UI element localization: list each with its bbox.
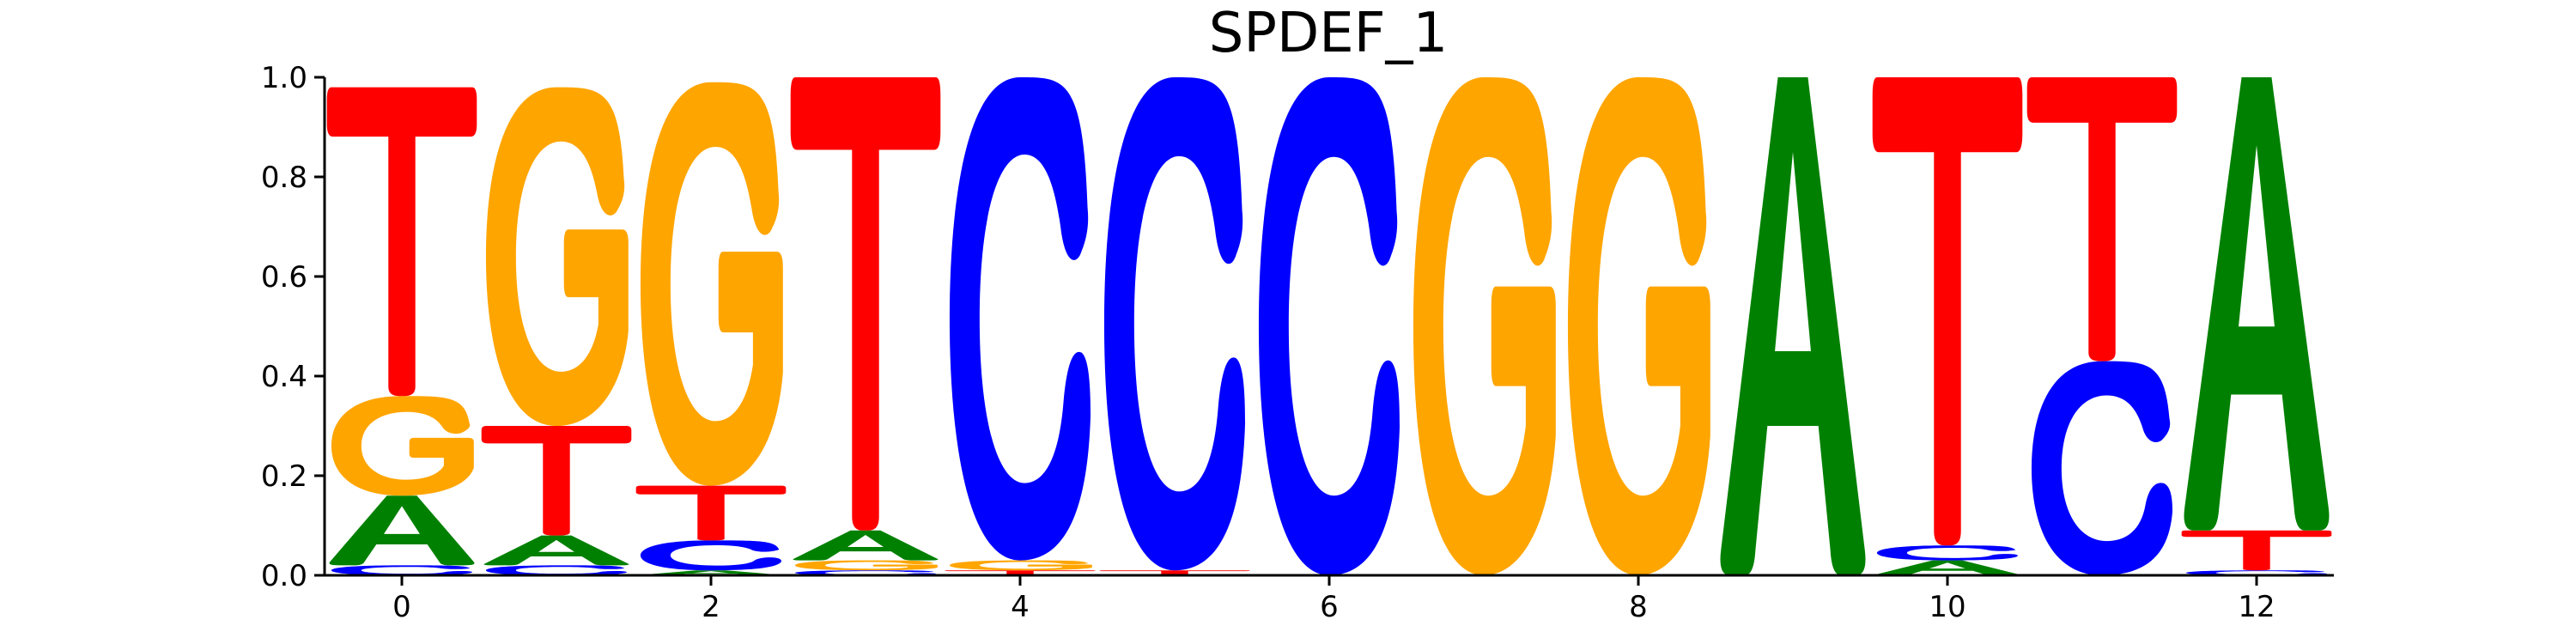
x-tick-label: 10 xyxy=(1929,590,1965,624)
letter-A-pos-10 xyxy=(1874,561,2020,575)
chart-title: SPDEF_1 xyxy=(1209,2,1448,65)
letter-G-pos-0 xyxy=(331,396,474,495)
letter-T-pos-2 xyxy=(636,486,787,541)
x-tick-label: 4 xyxy=(1011,590,1030,624)
y-tick-label: 0.0 xyxy=(261,559,307,593)
y-tick-label: 0.4 xyxy=(261,360,307,394)
letter-G-pos-3 xyxy=(795,561,938,571)
x-tick-label: 12 xyxy=(2238,590,2275,624)
y-tick-label: 0.8 xyxy=(261,161,307,195)
letter-T-pos-0 xyxy=(327,88,477,397)
letter-C-pos-10 xyxy=(1877,545,2018,560)
letter-A-pos-0 xyxy=(329,495,474,565)
letter-A-pos-1 xyxy=(483,536,629,566)
letter-G-pos-1 xyxy=(486,88,629,426)
x-tick-label: 0 xyxy=(392,590,411,624)
letter-C-pos-0 xyxy=(331,565,472,575)
x-tick-label: 6 xyxy=(1320,590,1339,624)
letter-G-pos-7 xyxy=(1413,77,1556,575)
x-tick-label: 8 xyxy=(1629,590,1648,624)
letter-G-pos-4 xyxy=(950,561,1092,571)
letter-A-pos-3 xyxy=(793,531,938,561)
y-tick-label: 0.6 xyxy=(261,260,307,295)
letter-G-pos-2 xyxy=(641,82,783,486)
letter-T-pos-3 xyxy=(791,77,941,531)
x-tick-label: 2 xyxy=(702,590,720,624)
letter-T-pos-10 xyxy=(1873,77,2023,545)
y-tick-label: 1.0 xyxy=(261,61,307,95)
letter-C-pos-11 xyxy=(2032,361,2172,575)
letter-C-pos-4 xyxy=(950,77,1091,561)
letter-T-pos-1 xyxy=(482,426,632,536)
y-tick-label: 0.2 xyxy=(261,459,307,494)
letter-A-pos-12 xyxy=(2184,77,2329,531)
letter-C-pos-5 xyxy=(1104,77,1245,570)
letter-G-pos-8 xyxy=(1568,77,1710,575)
letter-T-pos-11 xyxy=(2027,77,2178,361)
letter-A-pos-9 xyxy=(1720,77,1865,575)
letter-C-pos-2 xyxy=(641,540,781,570)
letter-stacks xyxy=(327,77,2332,575)
letter-C-pos-1 xyxy=(486,565,627,575)
letter-T-pos-12 xyxy=(2182,531,2332,570)
letter-C-pos-6 xyxy=(1259,77,1400,575)
